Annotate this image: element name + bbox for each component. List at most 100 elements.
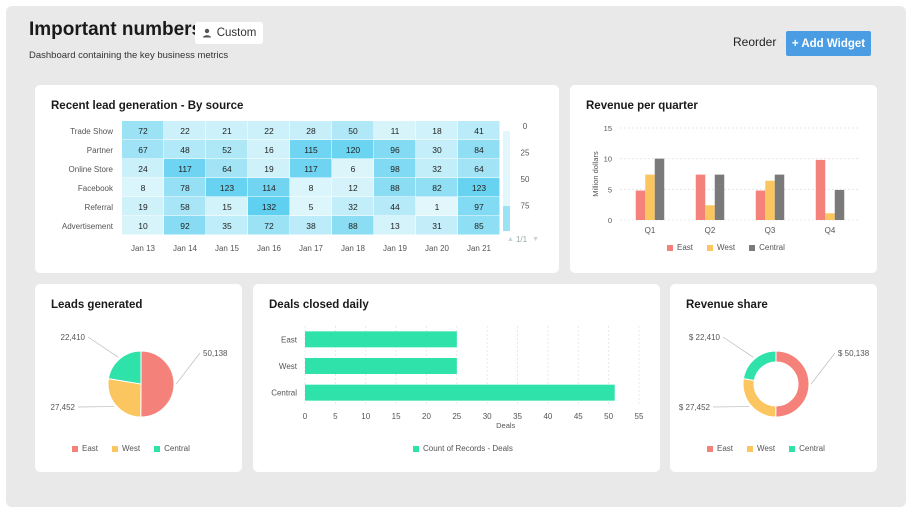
heatmap-cell bbox=[374, 140, 416, 159]
heatmap-cell-value: 22 bbox=[180, 126, 190, 136]
leads-legend: East West Central bbox=[72, 444, 190, 453]
deals-x-tick: 15 bbox=[392, 412, 401, 421]
heatmap-cell bbox=[458, 159, 500, 178]
heatmap-pager[interactable]: ▲ 1/1 ▼ bbox=[507, 235, 539, 244]
heatmap-cell-value: 114 bbox=[262, 183, 276, 193]
legend-west[interactable]: West bbox=[707, 243, 735, 252]
heatmap-cell bbox=[458, 197, 500, 216]
add-widget-button[interactable]: + Add Widget bbox=[786, 31, 871, 56]
deals-y-tick: East bbox=[281, 335, 298, 344]
leads-legend-west-swatch bbox=[112, 445, 119, 452]
heatmap-cell-value: 28 bbox=[306, 126, 316, 136]
leads-legend-east-label: East bbox=[82, 444, 99, 453]
legend-central[interactable]: Central bbox=[749, 243, 785, 252]
deals-bar-chart: 0 5 10 15 20 25 30 35 40 45 50 55 Deals East West Centr… bbox=[271, 326, 644, 430]
heatmap-cell bbox=[374, 159, 416, 178]
heatmap-row-label: Facebook bbox=[78, 184, 114, 193]
revenue-share-donut-chart: $ 50,138 $ 27,452 $ 22,410 bbox=[679, 333, 870, 418]
heatmap-row-label: Advertisement bbox=[62, 222, 114, 231]
leads-legend-east-swatch bbox=[72, 445, 78, 452]
heatmap-cell bbox=[248, 197, 290, 216]
heatmap-scale-tick: 0 bbox=[523, 122, 528, 131]
deals-bar bbox=[305, 331, 457, 348]
leads-legend-east[interactable]: East bbox=[72, 444, 98, 453]
deals-x-tick: 10 bbox=[361, 412, 370, 421]
share-legend-west-label: West bbox=[757, 444, 776, 453]
heatmap-col-label: Jan 19 bbox=[383, 244, 408, 253]
custom-badge[interactable]: Custom bbox=[195, 22, 263, 44]
deals-x-tick: 5 bbox=[333, 412, 338, 421]
share-legend-east[interactable]: East bbox=[707, 444, 733, 453]
rev-x-tick: Q3 bbox=[765, 226, 776, 235]
heatmap-col-label: Jan 20 bbox=[425, 244, 450, 253]
legend-east[interactable]: East bbox=[667, 243, 693, 252]
heatmap-cell bbox=[374, 197, 416, 216]
reorder-button[interactable]: Reorder bbox=[733, 35, 777, 49]
rev-x-tick: Q2 bbox=[705, 226, 716, 235]
heatmap-cell-value: 10 bbox=[138, 221, 148, 231]
heatmap-cell bbox=[416, 140, 458, 159]
deals-x-tick: 55 bbox=[635, 412, 644, 421]
rev-bar bbox=[645, 174, 655, 220]
heatmap-cell bbox=[206, 159, 248, 178]
heatmap-cell bbox=[374, 216, 416, 235]
share-legend-central-label: Central bbox=[799, 444, 825, 453]
heatmap-cell bbox=[164, 159, 206, 178]
heatmap-cell-value: 5 bbox=[309, 202, 314, 212]
heatmap-cell-value: 98 bbox=[390, 164, 400, 174]
revenue-share-card-title: Revenue share bbox=[686, 299, 768, 311]
share-legend-central[interactable]: Central bbox=[789, 444, 825, 453]
rev-bar bbox=[635, 190, 646, 220]
heatmap-cell-value: 72 bbox=[138, 126, 148, 136]
share-legend-west[interactable]: West bbox=[747, 444, 775, 453]
deals-x-axis-label: Deals bbox=[496, 421, 515, 430]
heatmap-cell bbox=[122, 178, 164, 197]
share-legend-east-swatch bbox=[707, 445, 713, 452]
heatmap-cell bbox=[248, 159, 290, 178]
legend-west-swatch bbox=[707, 244, 714, 251]
heatmap-cell bbox=[164, 216, 206, 235]
heatmap-cell bbox=[290, 178, 332, 197]
heatmap-card-title: Recent lead generation - By source bbox=[51, 100, 244, 112]
share-legend: East West Central bbox=[707, 444, 825, 453]
deals-x-tick: 20 bbox=[422, 412, 431, 421]
heatmap-cell-value: 92 bbox=[180, 221, 190, 231]
share-legend-east-label: East bbox=[717, 444, 734, 453]
heatmap-cell-value: 84 bbox=[474, 145, 484, 155]
heatmap-cell-value: 58 bbox=[180, 202, 190, 212]
rev-bar bbox=[815, 159, 826, 220]
deals-card: Deals closed daily 0 5 10 15 20 25 30 35 40 45 50 5… bbox=[253, 284, 660, 472]
heatmap-cell bbox=[332, 216, 374, 235]
heatmap-cell-value: 44 bbox=[390, 202, 400, 212]
pager-prev-icon[interactable]: ▲ bbox=[507, 236, 514, 243]
heatmap-cell bbox=[332, 159, 374, 178]
heatmap-cell-value: 31 bbox=[432, 221, 442, 231]
rev-bar bbox=[825, 213, 835, 220]
leads-legend-west[interactable]: West bbox=[112, 444, 140, 453]
heatmap-scale-tick: 75 bbox=[521, 202, 530, 211]
heatmap-cell bbox=[206, 197, 248, 216]
rev-x-tick: Q1 bbox=[645, 226, 656, 235]
heatmap-cell bbox=[206, 216, 248, 235]
deals-card-title: Deals closed daily bbox=[269, 299, 369, 311]
heatmap-col-label: Jan 15 bbox=[215, 244, 240, 253]
leads-legend-central[interactable]: Central bbox=[154, 444, 190, 453]
heatmap-cell bbox=[332, 140, 374, 159]
revenue-quarter-card-title: Revenue per quarter bbox=[586, 100, 698, 112]
heatmap-cell-value: 32 bbox=[432, 164, 442, 174]
heatmap-cell-value: 123 bbox=[472, 183, 486, 193]
page-title: Important numbers bbox=[29, 19, 203, 40]
share-value-label: $ 50,138 bbox=[838, 349, 870, 358]
heatmap-cell-value: 12 bbox=[348, 183, 358, 193]
rev-x-tick: Q4 bbox=[825, 226, 836, 235]
deals-legend-item[interactable]: Count of Records - Deals bbox=[413, 444, 513, 453]
heatmap-cell-value: 52 bbox=[222, 145, 232, 155]
heatmap-col-label: Jan 18 bbox=[341, 244, 366, 253]
rev-y-axis-label: Million dollars bbox=[591, 151, 600, 197]
custom-badge-label: Custom bbox=[216, 27, 257, 39]
pager-next-icon[interactable]: ▼ bbox=[532, 236, 539, 243]
heatmap-cell-value: 8 bbox=[309, 183, 314, 193]
heatmap-cell bbox=[122, 216, 164, 235]
rev-y-tick: 0 bbox=[608, 216, 612, 225]
heatmap-scale-fill bbox=[503, 206, 510, 231]
